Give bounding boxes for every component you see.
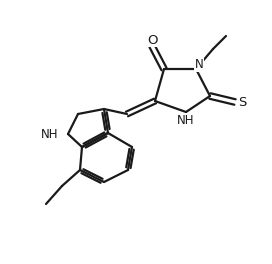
Text: O: O — [147, 34, 157, 46]
Text: S: S — [238, 96, 246, 109]
Text: N: N — [195, 59, 203, 72]
Text: NH: NH — [177, 114, 195, 126]
Text: NH: NH — [41, 128, 58, 140]
